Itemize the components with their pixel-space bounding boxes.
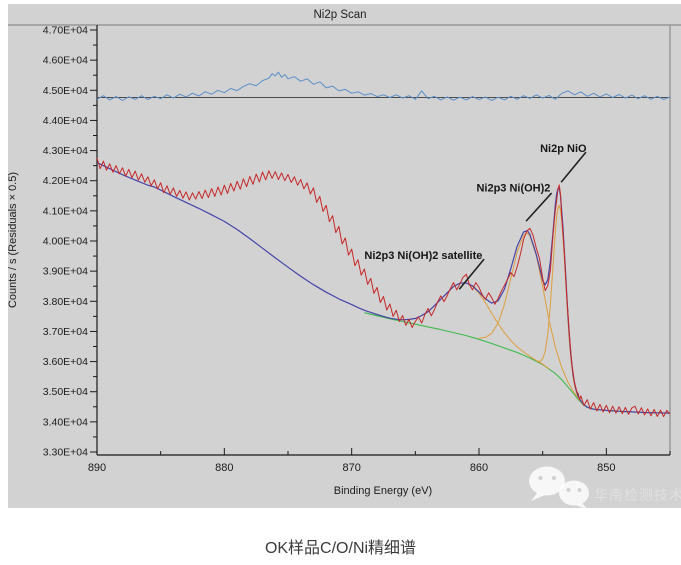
x-axis-ticks: 890 880 870 860 850: [88, 448, 671, 474]
y-tick-label: 3.60E+04: [43, 356, 88, 368]
annotation-label: Ni2p NiO: [540, 143, 587, 155]
watermark-text: 华南检测技术: [594, 487, 681, 503]
chart-background: [8, 4, 681, 508]
x-tick-label: 880: [215, 462, 233, 474]
y-tick-label: 4.50E+04: [43, 85, 88, 97]
annotation-line: [458, 258, 485, 290]
y-tick-label: 4.70E+04: [43, 25, 88, 37]
wechat-watermark: 华南检测技术: [529, 466, 681, 510]
figure-caption: OK样品C/O/Ni精细谱: [264, 540, 417, 557]
x-tick-label: 870: [342, 462, 360, 474]
annotation-label: Ni2p3 Ni(OH)2: [476, 182, 550, 194]
y-tick-label: 4.40E+04: [43, 115, 88, 127]
y-tick-label: 3.40E+04: [43, 416, 88, 428]
y-tick-label: 3.70E+04: [43, 326, 88, 338]
y-tick-label: 4.20E+04: [43, 175, 88, 187]
x-axis-title: Binding Energy (eV): [334, 485, 432, 497]
y-tick-label: 4.00E+04: [43, 236, 88, 248]
y-axis-ticks: 4.70E+04 4.60E+04 4.50E+04 4.40E+04 4.30E+04…: [43, 25, 97, 459]
annotation-label: Ni2p3 Ni(OH)2 satellite: [364, 250, 482, 262]
x-tick-label: 850: [597, 462, 615, 474]
peak-annotations: Ni2p NiO Ni2p3 Ni(OH)2 Ni2p3 Ni(OH)2 satel…: [364, 143, 587, 290]
y-tick-label: 3.80E+04: [43, 296, 88, 308]
chart-canvas: Ni2p Scan 4.70E+04 4.60E+04 4.50E+04 4.40E+…: [7, 4, 681, 510]
annotation-line: [525, 192, 553, 222]
xps-chart: Ni2p Scan 4.70E+04 4.60E+04 4.50E+04 4.40E+…: [7, 4, 681, 510]
y-tick-label: 4.60E+04: [43, 55, 88, 67]
y-tick-label: 4.10E+04: [43, 205, 88, 217]
chart-title: Ni2p Scan: [313, 9, 366, 21]
y-tick-label: 4.30E+04: [43, 145, 88, 157]
y-axis-title: Counts / s (Residuals × 0.5): [7, 172, 19, 308]
annotation-line: [560, 151, 587, 183]
x-tick-label: 890: [88, 462, 106, 474]
measured-data-line: [96, 157, 671, 418]
y-tick-label: 3.30E+04: [43, 447, 88, 459]
x-tick-label: 860: [470, 462, 488, 474]
wechat-icon: [529, 466, 589, 510]
residuals-line: [96, 71, 671, 101]
spectrum-series: [96, 71, 671, 418]
y-tick-label: 3.50E+04: [43, 386, 88, 398]
y-tick-label: 3.90E+04: [43, 266, 88, 278]
